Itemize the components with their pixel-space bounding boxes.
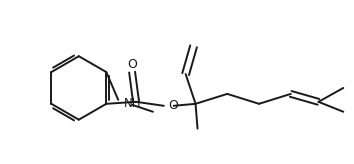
Text: O: O <box>168 99 178 112</box>
Text: O: O <box>127 58 137 71</box>
Text: NH: NH <box>124 97 142 110</box>
